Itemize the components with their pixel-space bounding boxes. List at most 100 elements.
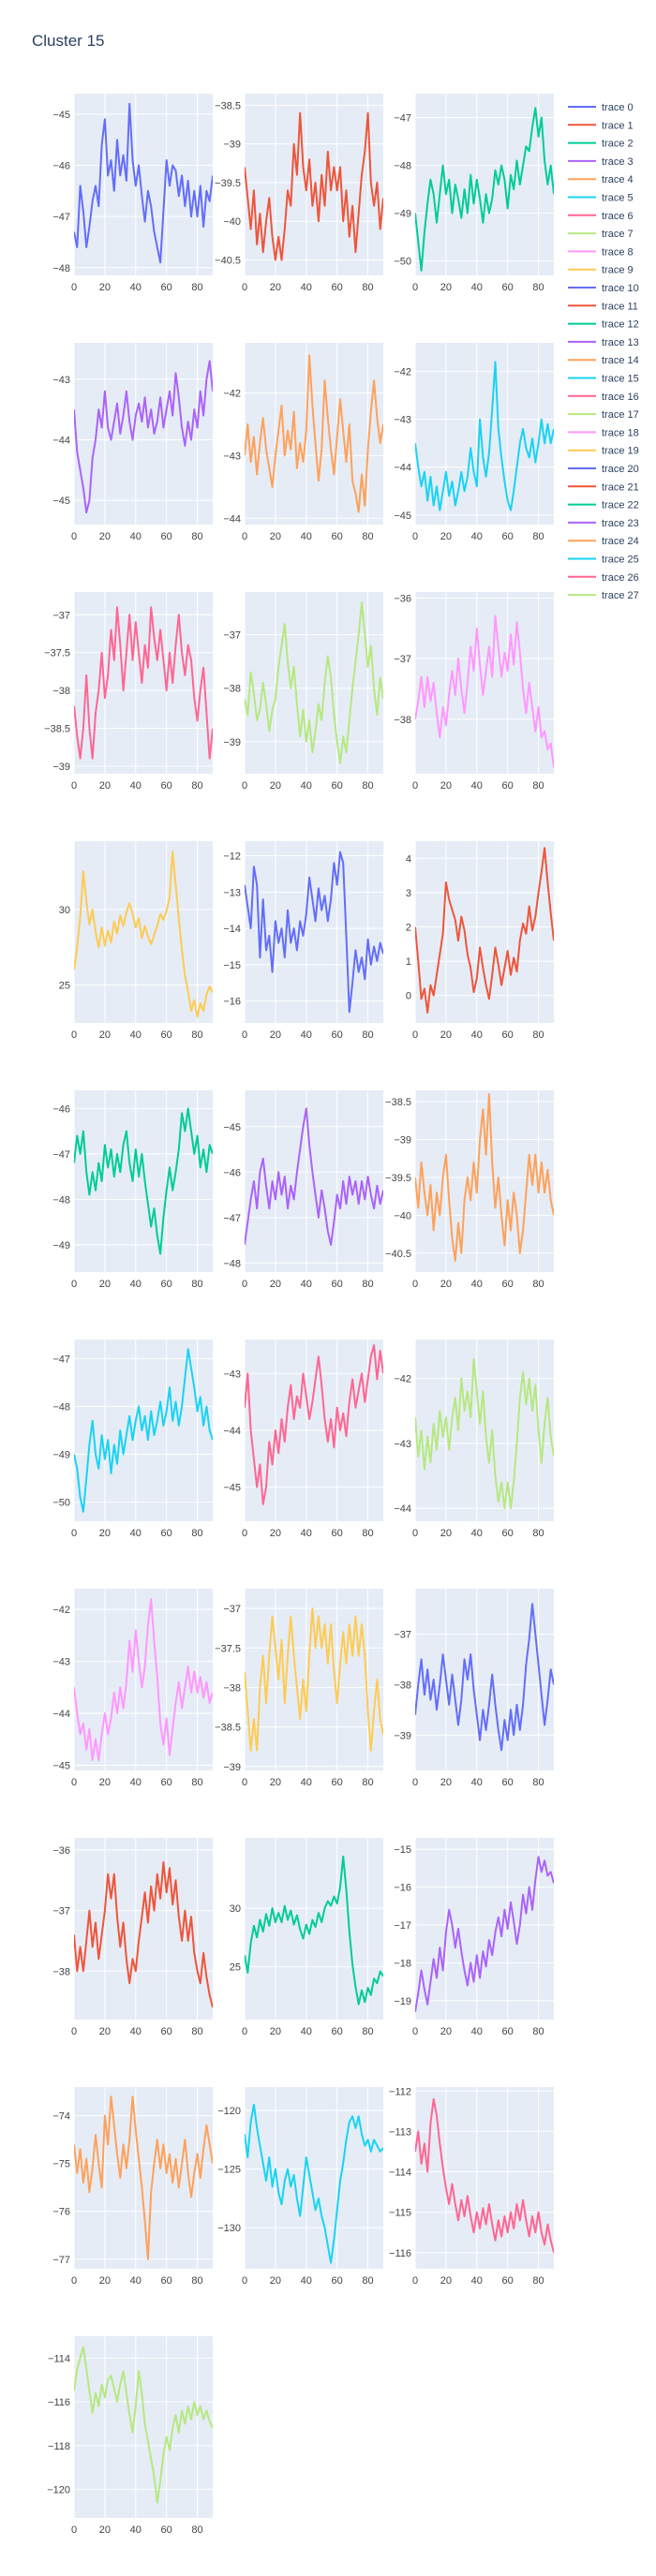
legend-item-7[interactable]: trace 7 [568, 229, 634, 240]
x-tick-label: 0 [242, 2275, 247, 2287]
x-tick-label: 40 [301, 531, 312, 542]
x-tick-label: 40 [471, 1279, 483, 1290]
x-tick-label: 80 [532, 1029, 544, 1041]
legend-label: trace 9 [602, 265, 634, 276]
legend-item-19[interactable]: trace 19 [568, 446, 639, 457]
legend-item-2[interactable]: trace 2 [568, 139, 634, 150]
legend-item-17[interactable]: trace 17 [568, 409, 639, 421]
y-tick-label: −36 [394, 593, 411, 604]
x-tick-label: 60 [161, 2275, 172, 2287]
x-tick-label: 20 [440, 1029, 452, 1041]
x-tick-label: 80 [532, 1777, 544, 1788]
x-tick-label: 80 [362, 1528, 373, 1539]
legend-item-27[interactable]: trace 27 [568, 590, 639, 601]
y-tick-label: −44 [223, 1426, 241, 1437]
y-tick-label: −40.5 [385, 1249, 411, 1260]
x-tick-label: 40 [130, 531, 142, 542]
x-tick-label: 80 [191, 2275, 202, 2287]
x-tick-label: 0 [71, 282, 77, 293]
y-tick-label: −43 [52, 1657, 70, 1668]
legend-item-23[interactable]: trace 23 [568, 518, 639, 529]
y-tick-label: −38.5 [385, 1097, 411, 1108]
legend-item-16[interactable]: trace 16 [568, 392, 639, 403]
legend-item-8[interactable]: trace 8 [568, 246, 634, 258]
x-tick-label: 60 [502, 2026, 514, 2037]
y-tick-label: −125 [217, 2165, 241, 2176]
x-tick-label: 80 [191, 1777, 202, 1788]
y-tick-label: −38 [223, 684, 241, 695]
x-tick-label: 20 [440, 1777, 452, 1788]
y-tick-label: −48 [394, 161, 411, 172]
y-tick-label: −48 [52, 1194, 70, 1206]
legend-item-25[interactable]: trace 25 [568, 555, 639, 566]
x-tick-label: 0 [71, 531, 77, 542]
subplot-23: 0 20 40 60 80 −19 −18 −17 −16 −15 [394, 1838, 554, 2037]
legend-item-4[interactable]: trace 4 [568, 174, 634, 185]
legend-item-18[interactable]: trace 18 [568, 427, 639, 438]
subplot-4: 0 20 40 60 80 −44 −43 −42 [223, 343, 383, 542]
x-tick-label: 20 [440, 2026, 452, 2037]
x-tick-label: 20 [99, 531, 111, 542]
chart-title: Cluster 15 [32, 32, 104, 50]
legend-label: trace 10 [602, 283, 639, 294]
y-tick-label: −49 [52, 1240, 70, 1251]
legend-item-5[interactable]: trace 5 [568, 193, 634, 204]
y-tick-label: −38 [223, 1682, 241, 1694]
x-tick-label: 40 [301, 2275, 312, 2287]
legend-item-11[interactable]: trace 11 [568, 301, 638, 312]
legend[interactable]: trace 0 trace 1 trace 2 trace 3 trace 4 trace… [568, 102, 639, 601]
subplot-26: 0 20 40 60 80 −116 −115 −114 −113 −112 [389, 2086, 554, 2287]
x-tick-label: 40 [471, 1029, 483, 1041]
x-tick-label: 0 [412, 531, 418, 542]
legend-item-21[interactable]: trace 21 [568, 481, 639, 493]
x-tick-label: 40 [130, 2026, 142, 2037]
legend-item-1[interactable]: trace 1 [568, 120, 634, 131]
y-tick-label: −47 [52, 212, 70, 223]
y-tick-label: −112 [389, 2086, 411, 2097]
y-tick-label: −39.5 [215, 178, 241, 189]
series-line-1 [245, 111, 383, 261]
y-tick-label: −42 [394, 367, 411, 378]
legend-label: trace 24 [602, 536, 639, 547]
legend-item-22[interactable]: trace 22 [568, 500, 639, 511]
subplot-27: 0 20 40 60 80 −120 −118 −116 −114 [47, 2336, 213, 2536]
legend-item-0[interactable]: trace 0 [568, 102, 634, 113]
legend-item-26[interactable]: trace 26 [568, 572, 639, 584]
subplot-11: 0 20 40 60 80 0 1 2 3 4 [406, 841, 554, 1041]
x-tick-label: 80 [191, 282, 202, 293]
legend-item-14[interactable]: trace 14 [568, 355, 639, 366]
y-tick-label: −44 [394, 1503, 411, 1515]
y-tick-label: −38.5 [44, 724, 70, 735]
x-tick-label: 40 [301, 1528, 312, 1539]
x-tick-label: 20 [270, 2275, 281, 2287]
legend-item-3[interactable]: trace 3 [568, 156, 634, 168]
x-tick-label: 40 [130, 2275, 142, 2287]
y-tick-label: −113 [389, 2126, 411, 2138]
legend-item-9[interactable]: trace 9 [568, 265, 634, 276]
legend-item-24[interactable]: trace 24 [568, 536, 639, 547]
x-tick-label: 60 [502, 1279, 514, 1290]
legend-item-6[interactable]: trace 6 [568, 211, 634, 222]
y-tick-label: −43 [223, 1369, 241, 1380]
legend-item-10[interactable]: trace 10 [568, 283, 639, 294]
x-tick-label: 40 [301, 1777, 312, 1788]
x-tick-label: 40 [130, 1777, 142, 1788]
subplot-9: 0 20 40 60 80 25 30 [59, 841, 213, 1041]
y-tick-label: −39 [223, 737, 241, 748]
legend-item-12[interactable]: trace 12 [568, 319, 639, 331]
y-tick-label: −37 [52, 610, 70, 621]
x-tick-label: 60 [161, 2524, 172, 2536]
subplot-0: 0 20 40 60 80 −48 −47 −46 −45 [52, 94, 213, 293]
y-tick-label: −40 [394, 1210, 411, 1221]
legend-item-13[interactable]: trace 13 [568, 337, 639, 348]
x-tick-label: 60 [161, 2026, 172, 2037]
legend-label: trace 18 [602, 427, 639, 438]
y-tick-label: −42 [394, 1374, 411, 1385]
x-tick-label: 20 [440, 282, 452, 293]
legend-item-15[interactable]: trace 15 [568, 374, 639, 385]
x-tick-label: 20 [270, 1279, 281, 1290]
legend-label: trace 26 [602, 572, 639, 584]
y-tick-label: −15 [223, 960, 241, 971]
x-tick-label: 80 [191, 2026, 202, 2037]
legend-item-20[interactable]: trace 20 [568, 464, 639, 475]
